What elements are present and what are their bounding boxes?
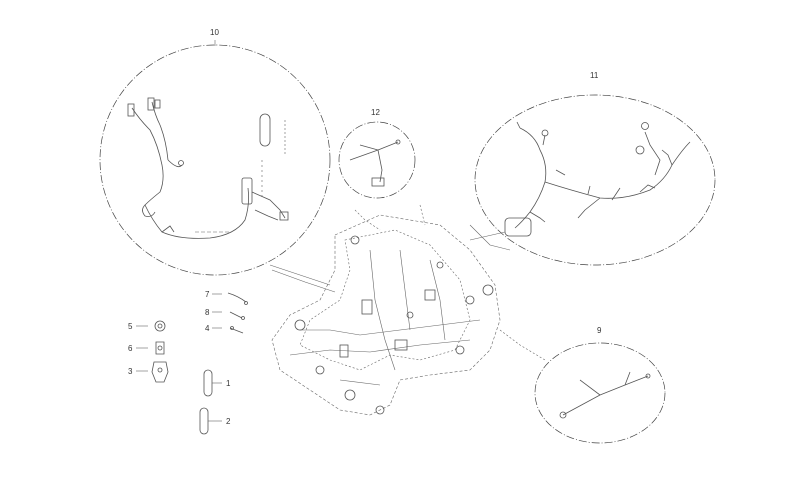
callout-12: 12: [371, 108, 380, 117]
engine-assembly: [269, 204, 546, 416]
callout-9: 9: [597, 326, 602, 335]
callout-5: 5: [128, 322, 133, 331]
detail-11-harness: 11: [474, 71, 716, 266]
detail-9-circle: [534, 342, 666, 444]
detail-10-circle: [99, 44, 331, 276]
detail-11-circle: [474, 94, 716, 266]
detail-12-circle: [338, 121, 416, 199]
callout-11: 11: [590, 71, 599, 80]
callout-7: 7: [205, 290, 210, 299]
callout-2: 2: [226, 417, 231, 426]
detail-9-harness: 9: [534, 326, 666, 444]
parts-7-8-4: 7 8 4: [205, 290, 248, 334]
detail-12-harness: 12: [338, 108, 416, 199]
callout-8: 8: [205, 308, 210, 317]
callout-10: 10: [210, 28, 219, 37]
detail-10-harness: 10: [99, 28, 331, 276]
callout-3: 3: [128, 367, 133, 376]
parts-1-2: 1 2: [199, 369, 231, 435]
parts-5-6-3: 5 6 3: [128, 320, 169, 383]
callout-1: 1: [226, 379, 231, 388]
callout-6: 6: [128, 344, 133, 353]
callout-4: 4: [205, 324, 210, 333]
